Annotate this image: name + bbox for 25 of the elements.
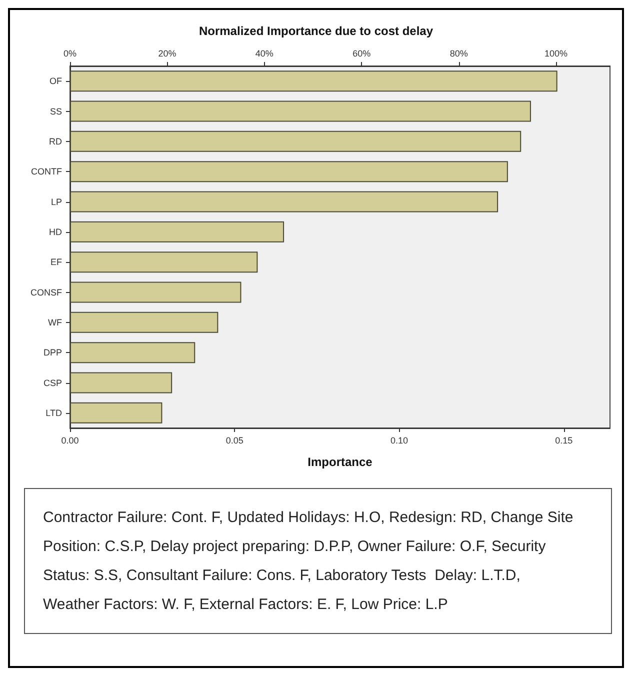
x2-tick-label: 60% — [352, 48, 371, 58]
x2-tick-label: 20% — [158, 48, 176, 58]
y-tick-label: CSP — [43, 378, 62, 388]
y-tick-label: CONSF — [30, 287, 62, 298]
y-tick-label: LTD — [46, 408, 62, 418]
y-tick-label: LP — [50, 196, 62, 207]
y-tick-label: CONTF — [31, 166, 62, 177]
x-axis-title: Importance — [308, 455, 373, 469]
x-tick-label: 0.10 — [390, 436, 408, 446]
y-tick-label: DPP — [43, 348, 62, 358]
x2-tick-label: 80% — [450, 48, 468, 58]
y-tick-label: RD — [49, 136, 62, 146]
x-tick-label: 0.05 — [226, 436, 244, 446]
y-tick-label: EF — [50, 257, 62, 268]
y-tick-label: WF — [48, 317, 62, 328]
y-tick-label: HD — [49, 226, 62, 237]
y-tick-label: OF — [50, 76, 62, 86]
x2-tick-label: 0% — [63, 48, 77, 58]
x-tick-label: 0.15 — [555, 436, 573, 446]
chart-title: Normalized Importance due to cost delay — [198, 24, 434, 38]
y-tick-label: SS — [50, 106, 62, 116]
x-tick-label: 0.00 — [61, 436, 79, 446]
x2-tick-label: 40% — [255, 48, 274, 58]
text: Contractor Failure: Cont. F, Updated Holidays: H.O, Redesign: RD, Change Site Position: C.S.P, Delay project preparing: D.P.P, Owner Failure: O.F, Security Status: S.S, Consultant Failure: Cons. F, Laboratory Tests Delay: L.T.D, Weather Factors: W. F, External Factors: E. F, Low Price: L.P — [24, 488, 612, 634]
x2-tick-label: 100% — [544, 48, 568, 58]
